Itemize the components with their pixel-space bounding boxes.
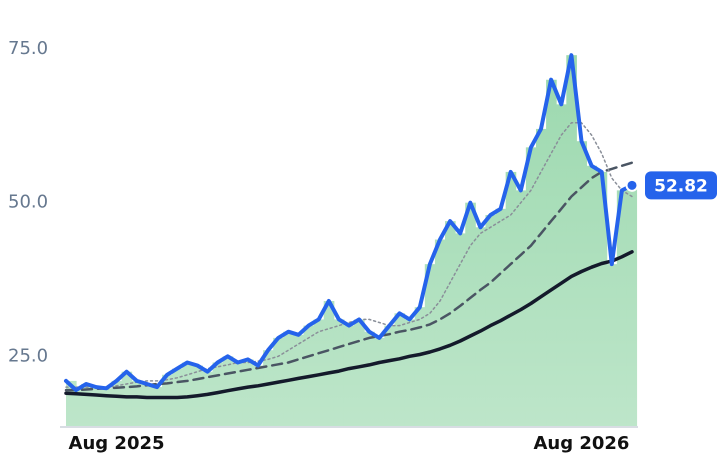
series-line <box>64 53 634 393</box>
y-tick-label: 25.0 <box>8 345 48 366</box>
series-line <box>64 250 634 400</box>
x-tick-label: Aug 2026 <box>533 433 629 454</box>
last-value-pill <box>645 171 717 200</box>
y-tick-label: 50.0 <box>8 192 48 213</box>
x-tick-label: Aug 2025 <box>69 433 165 454</box>
last-value-label: 52.82 <box>654 176 708 196</box>
y-tick-label: 75.0 <box>8 38 48 59</box>
series-line <box>64 161 634 392</box>
last-point <box>625 178 639 192</box>
